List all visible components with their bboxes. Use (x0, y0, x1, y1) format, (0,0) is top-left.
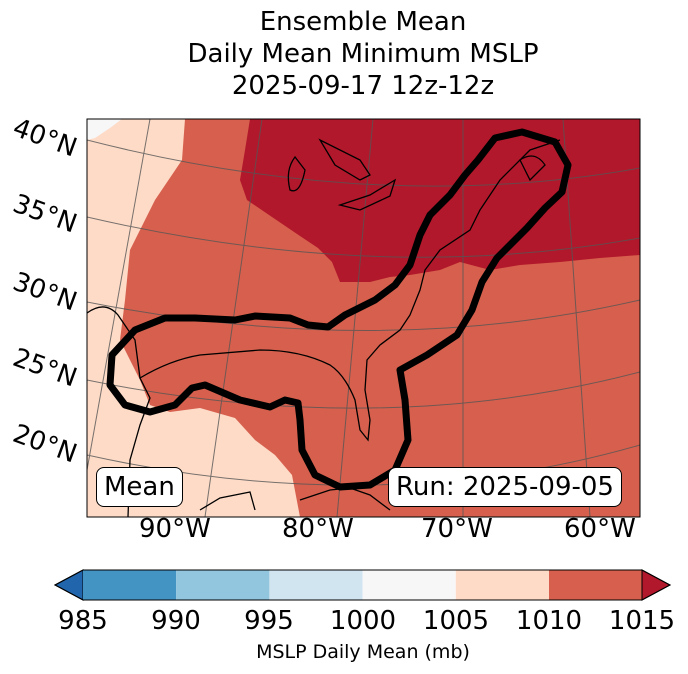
lon-label-80w: 80°W (282, 514, 354, 544)
colorbar-tick: 995 (244, 606, 294, 636)
colorbar-extend-under (53, 569, 84, 601)
lon-label-90w: 90°W (139, 514, 211, 544)
title-line-3: 2025-09-17 12z-12z (231, 71, 495, 101)
map-frame (86, 118, 641, 518)
mean-label-box: Mean (96, 467, 183, 507)
lon-label-70w: 70°W (421, 514, 493, 544)
colorbar-990-995 (176, 570, 270, 600)
colorbar-1010-1015 (549, 570, 642, 600)
colorbar-tick: 990 (151, 606, 201, 636)
title-line-1: Ensemble Mean (259, 7, 467, 37)
colorbar-985-990 (83, 570, 177, 600)
colorbar-tick: 985 (58, 606, 108, 636)
title-line-2: Daily Mean Minimum MSLP (187, 39, 539, 69)
colorbar-tick: 1015 (608, 606, 676, 636)
run-date-box: Run: 2025-09-05 (388, 467, 622, 507)
colorbar (53, 569, 672, 601)
coastlines (87, 138, 561, 517)
field-1005-1010-west (87, 119, 300, 517)
colorbar-995-1000 (269, 570, 363, 600)
colorbar-label: MSLP Daily Mean (mb) (256, 641, 470, 663)
field-1000-1005 (87, 119, 122, 140)
colorbar-tick: 1000 (329, 606, 397, 636)
contour-outline (106, 128, 572, 491)
colorbar-1000-1005 (362, 570, 456, 600)
colorbar-extend-over (641, 569, 672, 601)
lon-label-60w: 60°W (564, 514, 636, 544)
colorbar-tick: 1010 (515, 606, 583, 636)
colorbar-tick: 1005 (422, 606, 490, 636)
colorbar-1005-1010 (455, 570, 549, 600)
